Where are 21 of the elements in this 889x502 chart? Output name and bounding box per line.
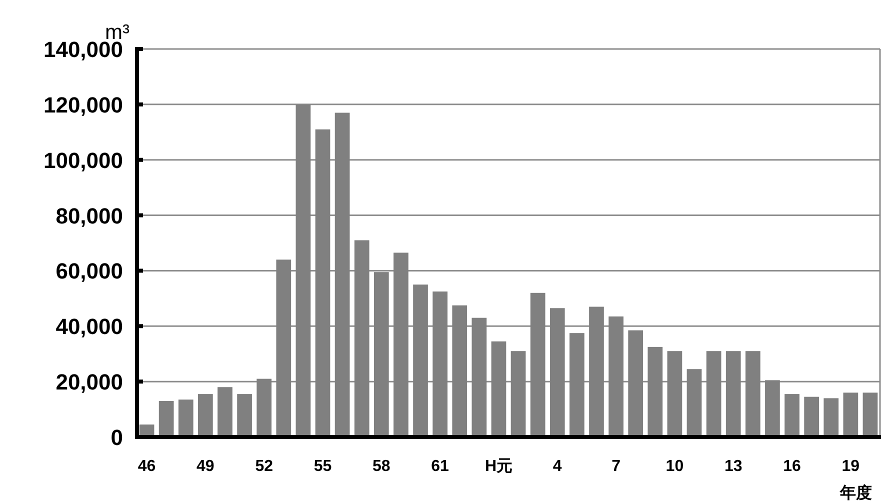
x-tick-label: 13 (724, 458, 742, 475)
x-tick-label: 49 (196, 458, 214, 475)
y-tick-label: 0 (110, 425, 123, 450)
x-tick-label: 55 (314, 458, 332, 475)
x-tick-label: H元 (484, 458, 513, 475)
x-tick-label: 4 (552, 458, 562, 475)
x-tick-label: 10 (666, 458, 684, 475)
x-tick-label: 46 (138, 458, 156, 475)
y-tick-label: 120,000 (43, 92, 123, 118)
y-tick-label: 80,000 (56, 203, 123, 228)
x-tick-label: 52 (255, 458, 274, 475)
x-tick-label: 19 (842, 458, 860, 475)
y-tick-label: 20,000 (56, 370, 123, 395)
x-axis-title: 年度 (839, 483, 872, 502)
y-tick-label: 100,000 (43, 148, 123, 173)
x-tick-label: 16 (783, 458, 802, 475)
x-tick-label: 58 (372, 458, 390, 475)
y-tick-label: 60,000 (56, 258, 123, 284)
x-tick-label: 61 (431, 458, 450, 475)
x-tick-label: 7 (612, 458, 621, 475)
y-tick-label: 40,000 (56, 314, 123, 340)
